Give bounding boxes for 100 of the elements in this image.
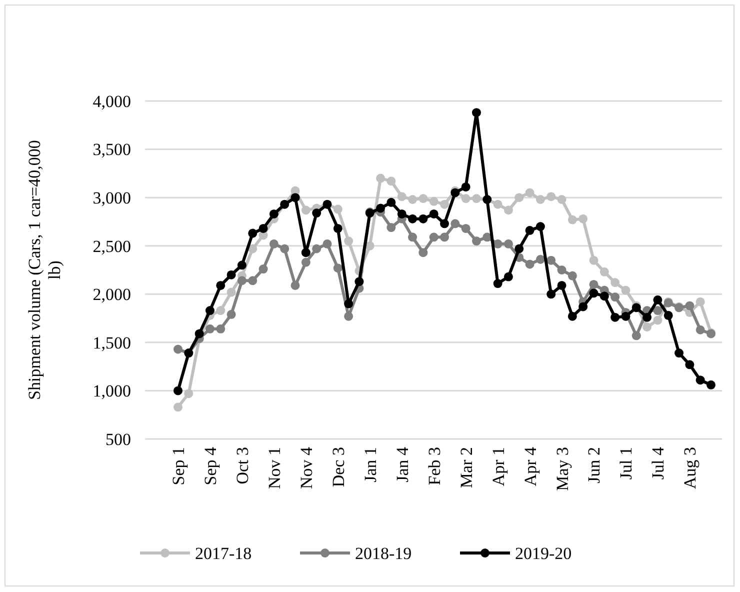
point bbox=[386, 198, 396, 207]
y-tick-label: 2,000 bbox=[92, 285, 131, 304]
point bbox=[696, 325, 705, 334]
y-tick-label: 500 bbox=[106, 430, 131, 449]
x-tick-label: Oct 3 bbox=[232, 447, 252, 484]
point bbox=[674, 348, 684, 358]
point bbox=[504, 206, 513, 215]
y-tick-label: 4,000 bbox=[92, 92, 131, 111]
point bbox=[685, 360, 694, 370]
point bbox=[290, 193, 300, 202]
x-tick-label: Jan 4 bbox=[392, 446, 412, 482]
point bbox=[546, 290, 556, 299]
point bbox=[344, 299, 354, 308]
point bbox=[546, 192, 556, 202]
point bbox=[696, 297, 705, 306]
point bbox=[408, 214, 418, 224]
point bbox=[408, 195, 418, 204]
point bbox=[258, 224, 268, 233]
point bbox=[301, 206, 310, 215]
point bbox=[205, 324, 214, 334]
point bbox=[536, 254, 545, 264]
point bbox=[504, 272, 513, 282]
point bbox=[237, 276, 246, 286]
y-tick-label: 2,500 bbox=[92, 236, 131, 256]
point bbox=[290, 280, 300, 290]
point bbox=[376, 204, 386, 213]
x-tick-label: Nov 1 bbox=[264, 447, 284, 490]
point bbox=[174, 344, 182, 354]
point bbox=[333, 264, 342, 273]
point bbox=[205, 306, 214, 316]
x-tick-label: Sep 1 bbox=[169, 447, 188, 486]
y-tick-label: 3,500 bbox=[92, 140, 131, 160]
point bbox=[642, 322, 652, 332]
point bbox=[216, 324, 226, 334]
x-tick-label: Jul 1 bbox=[616, 447, 636, 480]
point bbox=[461, 194, 470, 204]
point bbox=[333, 204, 342, 214]
point bbox=[418, 248, 428, 258]
point bbox=[312, 208, 322, 218]
point bbox=[472, 194, 481, 204]
point bbox=[600, 267, 609, 276]
point bbox=[226, 270, 236, 280]
point bbox=[610, 312, 620, 322]
x-tick-label: Jul 4 bbox=[648, 446, 668, 480]
x-tick-label: Mar 2 bbox=[456, 447, 476, 488]
point bbox=[632, 331, 641, 340]
x-tick-label: May 3 bbox=[552, 447, 572, 491]
point bbox=[450, 219, 460, 228]
point bbox=[376, 174, 386, 183]
point bbox=[589, 288, 598, 298]
point bbox=[536, 195, 545, 204]
x-tick-label: Apr 4 bbox=[520, 446, 540, 486]
point bbox=[696, 376, 705, 385]
x-tick-label: Jan 1 bbox=[360, 447, 380, 482]
y-tick-label: 1,000 bbox=[92, 382, 131, 401]
point bbox=[568, 312, 577, 321]
x-tick-label: Sep 4 bbox=[200, 446, 220, 486]
point bbox=[429, 196, 438, 206]
point bbox=[248, 228, 258, 238]
point bbox=[354, 277, 364, 286]
point bbox=[493, 239, 502, 248]
point bbox=[440, 219, 449, 228]
x-tick-label: Apr 1 bbox=[488, 447, 508, 486]
point bbox=[418, 214, 428, 224]
point bbox=[578, 214, 588, 224]
point bbox=[440, 200, 449, 209]
point bbox=[237, 260, 246, 270]
point bbox=[216, 280, 226, 290]
point bbox=[514, 244, 524, 254]
point bbox=[429, 232, 438, 242]
point bbox=[226, 288, 236, 297]
point bbox=[322, 239, 332, 248]
point bbox=[216, 306, 226, 316]
point bbox=[344, 236, 354, 246]
point bbox=[312, 244, 322, 254]
point bbox=[333, 224, 342, 233]
legend-label: 2017-18 bbox=[195, 544, 252, 563]
point bbox=[280, 244, 290, 254]
point bbox=[493, 279, 502, 288]
point bbox=[600, 292, 609, 301]
y-axis-title: Shipment volume (Cars, 1 car=40,000 lb) bbox=[25, 140, 64, 400]
point bbox=[568, 215, 577, 224]
point bbox=[514, 193, 524, 202]
point bbox=[258, 264, 268, 274]
point bbox=[461, 224, 470, 233]
point bbox=[386, 176, 396, 186]
point bbox=[557, 280, 566, 290]
point bbox=[504, 239, 513, 248]
point bbox=[546, 256, 556, 265]
point bbox=[408, 232, 418, 242]
point bbox=[557, 195, 566, 204]
point bbox=[653, 306, 662, 316]
point bbox=[610, 292, 620, 302]
point bbox=[174, 402, 182, 412]
point bbox=[397, 192, 406, 202]
legend-label: 2019-20 bbox=[515, 544, 572, 563]
x-tick-label: Dec 3 bbox=[328, 447, 348, 488]
legend-label: 2018-19 bbox=[355, 544, 412, 563]
point bbox=[493, 200, 502, 209]
point bbox=[269, 209, 278, 218]
